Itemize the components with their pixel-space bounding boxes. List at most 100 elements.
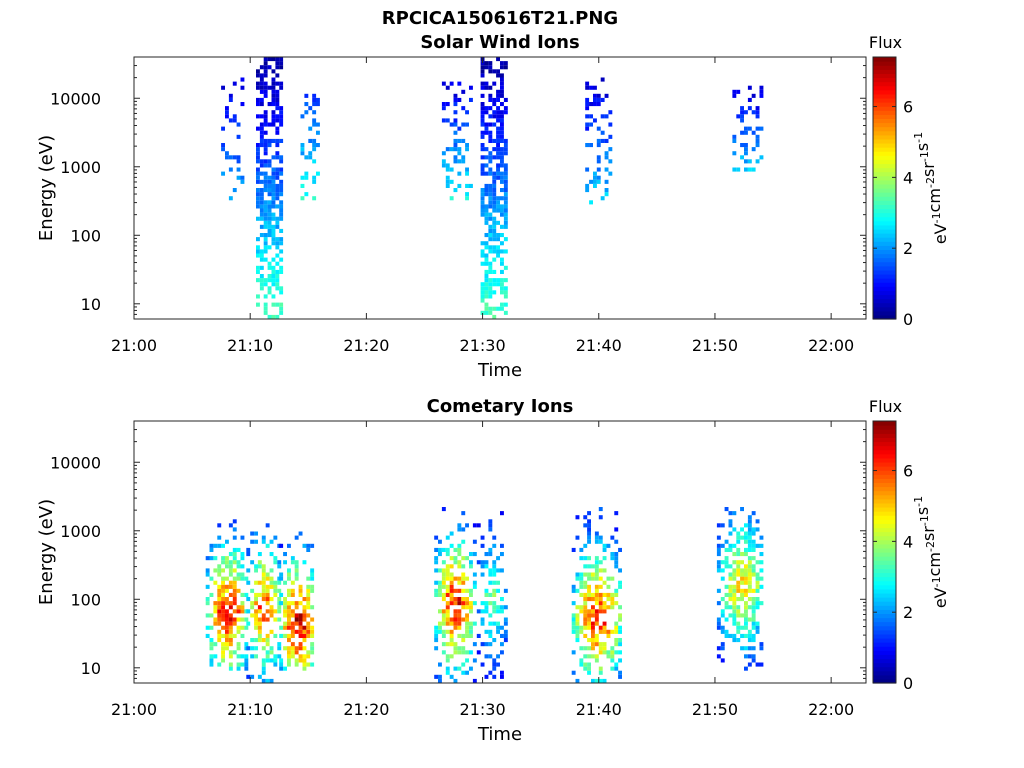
cometary-flux-cell bbox=[225, 597, 229, 602]
solar-wind-flux-cell bbox=[279, 183, 284, 188]
cometary-flux-cell bbox=[221, 650, 225, 655]
solar-wind-colorbar-band bbox=[873, 245, 896, 250]
cometary-flux-cell bbox=[732, 527, 737, 532]
solar-wind-flux-cell bbox=[256, 196, 260, 201]
cometary-flux-cell bbox=[755, 621, 760, 626]
solar-wind-flux-cell bbox=[492, 147, 497, 152]
cometary-flux-cell bbox=[571, 625, 576, 630]
cometary-flux-cell bbox=[240, 625, 245, 630]
cometary-flux-cell bbox=[728, 633, 733, 638]
cometary-flux-cell bbox=[583, 609, 588, 614]
solar-wind-flux-cell bbox=[492, 200, 497, 205]
cometary-flux-cell bbox=[587, 621, 591, 626]
cometary-flux-cell bbox=[306, 633, 311, 638]
solar-wind-flux-cell bbox=[445, 179, 450, 184]
solar-wind-flux-cell bbox=[312, 102, 317, 107]
cometary-flux-cell bbox=[614, 511, 619, 516]
solar-wind-flux-cell bbox=[259, 192, 264, 197]
solar-wind-flux-cell bbox=[304, 93, 309, 98]
cometary-flux-cell bbox=[261, 613, 266, 618]
cometary-flux-cell bbox=[492, 588, 497, 593]
cometary-flux-cell bbox=[250, 646, 255, 651]
cometary-flux-cell bbox=[310, 543, 315, 548]
cometary-flux-cell bbox=[225, 613, 229, 618]
solar-wind-flux-cell bbox=[267, 245, 272, 250]
cometary-flux-cell bbox=[228, 601, 233, 606]
cometary-flux-cell bbox=[306, 629, 311, 634]
cometary-flux-cell bbox=[213, 601, 218, 606]
solar-wind-flux-cell bbox=[596, 143, 601, 148]
cometary-flux-cell bbox=[434, 547, 439, 552]
cometary-flux-cell bbox=[269, 613, 274, 618]
solar-wind-flux-cell bbox=[228, 196, 233, 201]
solar-wind-flux-cell bbox=[608, 134, 613, 139]
solar-wind-flux-cell bbox=[496, 97, 500, 102]
cometary-flux-cell bbox=[602, 650, 607, 655]
cometary-flux-cell bbox=[610, 597, 615, 602]
solar-wind-flux-cell bbox=[445, 183, 450, 188]
solar-wind-flux-cell bbox=[500, 282, 504, 287]
solar-wind-x-tick-label: 21:40 bbox=[576, 336, 622, 355]
cometary-flux-cell bbox=[310, 588, 315, 593]
cometary-flux-cell bbox=[228, 560, 233, 565]
solar-wind-flux-cell bbox=[271, 167, 276, 172]
cometary-flux-cell bbox=[575, 576, 580, 581]
cometary-colorbar-band bbox=[873, 588, 896, 594]
cometary-flux-cell bbox=[484, 605, 489, 610]
cometary-flux-cell bbox=[257, 638, 262, 643]
cometary-flux-cell bbox=[575, 625, 580, 630]
cometary-flux-cell bbox=[265, 654, 270, 659]
cometary-flux-cell bbox=[217, 568, 222, 573]
cometary-flux-cell bbox=[302, 646, 307, 651]
cometary-flux-cell bbox=[279, 666, 284, 671]
solar-wind-flux-cell bbox=[751, 93, 756, 98]
cometary-flux-cell bbox=[583, 515, 588, 520]
solar-wind-flux-cell bbox=[488, 183, 493, 188]
solar-wind-flux-cell bbox=[256, 200, 260, 205]
cometary-flux-cell bbox=[598, 625, 603, 630]
solar-wind-flux-cell bbox=[503, 302, 508, 307]
cometary-flux-cell bbox=[591, 625, 595, 630]
solar-wind-flux-cell bbox=[488, 310, 493, 315]
solar-wind-flux-cell bbox=[453, 122, 458, 127]
solar-wind-flux-cell bbox=[232, 81, 237, 86]
cometary-flux-cell bbox=[488, 572, 493, 577]
cometary-flux-cell bbox=[294, 621, 299, 626]
cometary-flux-cell bbox=[294, 617, 299, 622]
solar-wind-flux-cell bbox=[488, 159, 493, 164]
cometary-flux-cell bbox=[716, 543, 721, 548]
solar-wind-y-tick-label: 10 bbox=[81, 295, 101, 314]
cometary-colorbar-band bbox=[873, 486, 896, 492]
solar-wind-flux-cell bbox=[503, 224, 508, 229]
cometary-flux-cell bbox=[480, 601, 485, 606]
cometary-x-tick-label: 21:50 bbox=[692, 700, 738, 719]
cometary-flux-cell bbox=[732, 609, 737, 614]
cometary-flux-cell bbox=[254, 617, 258, 622]
cometary-flux-cell bbox=[594, 597, 599, 602]
cometary-flux-cell bbox=[496, 625, 500, 630]
solar-wind-colorbar-band bbox=[873, 282, 896, 287]
solar-wind-flux-cell bbox=[500, 110, 504, 115]
solar-wind-flux-cell bbox=[751, 167, 756, 172]
solar-wind-flux-cell bbox=[259, 257, 264, 262]
cometary-flux-cell bbox=[221, 543, 225, 548]
solar-wind-flux-cell bbox=[279, 192, 284, 197]
cometary-y-axis-label: Energy (eV) bbox=[36, 499, 57, 605]
cometary-flux-cell bbox=[732, 613, 737, 618]
cometary-colorbar-band bbox=[873, 539, 896, 545]
cometary-flux-cell bbox=[736, 597, 741, 602]
solar-wind-colorbar-band bbox=[873, 126, 896, 132]
cometary-flux-cell bbox=[449, 580, 454, 585]
solar-wind-flux-cell bbox=[279, 85, 284, 90]
solar-wind-colorbar-tick-label: 0 bbox=[903, 310, 913, 329]
cometary-flux-cell bbox=[602, 547, 607, 552]
cometary-flux-cell bbox=[290, 580, 295, 585]
solar-wind-flux-cell bbox=[304, 175, 309, 180]
cometary-flux-cell bbox=[610, 535, 615, 540]
cometary-flux-cell bbox=[277, 588, 282, 593]
solar-wind-flux-cell bbox=[480, 110, 485, 115]
cometary-flux-cell bbox=[744, 633, 748, 638]
cometary-flux-cell bbox=[438, 547, 442, 552]
solar-wind-flux-cell bbox=[500, 175, 504, 180]
